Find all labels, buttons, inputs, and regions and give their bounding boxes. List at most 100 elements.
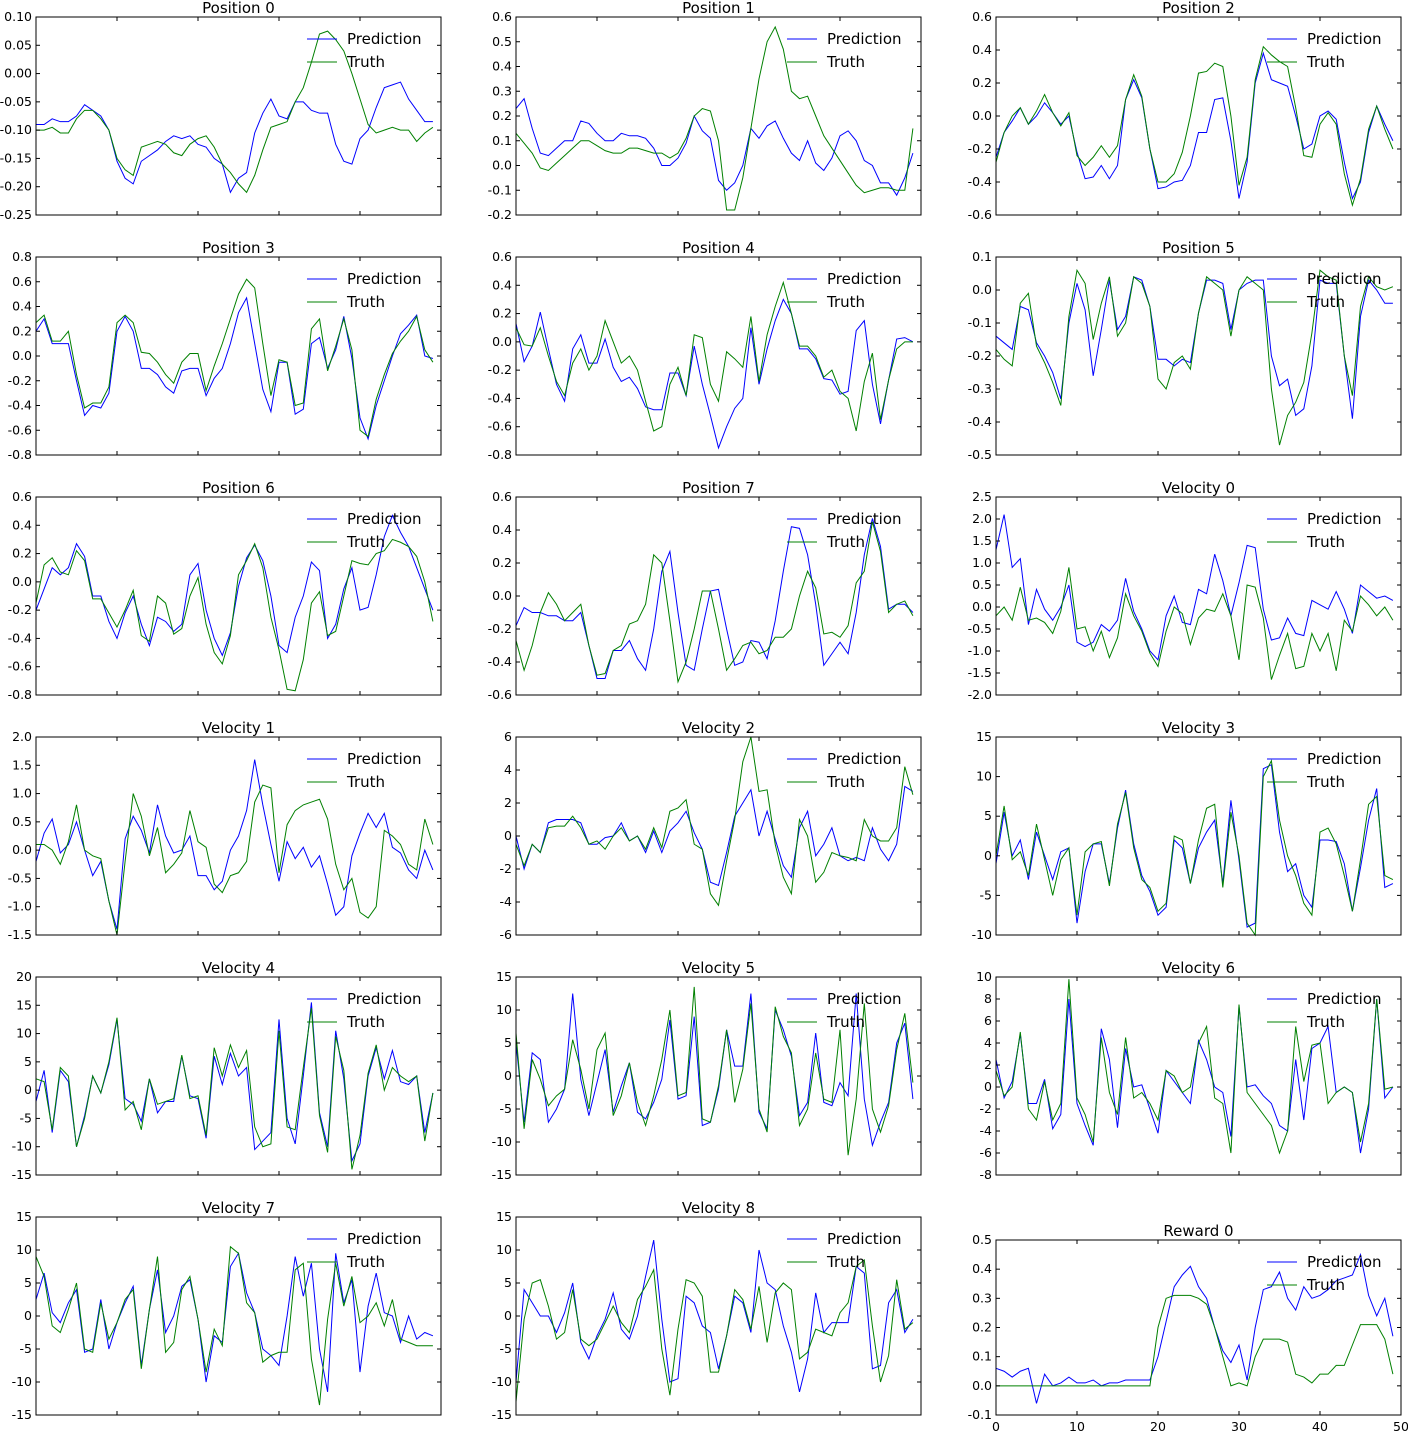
y-tick-label: 4 [504, 762, 512, 777]
y-tick-label: 0.6 [972, 9, 992, 24]
legend: Prediction Truth [1267, 30, 1382, 71]
legend-label: Truth [1306, 53, 1345, 71]
y-tick-label: 15 [16, 1209, 32, 1224]
legend-label: Truth [346, 773, 385, 791]
subplot-velocity-2: Velocity 2 -6 -4 -2 0 2 4 6 Prediction Truth [500, 719, 922, 942]
legend-label: Prediction [1307, 510, 1382, 528]
y-tick-label: 0.5 [492, 34, 512, 49]
legend-label: Truth [346, 1253, 385, 1271]
subplot-velocity-6: Velocity 6 -8 -6 -4 -2 0 2 4 6 8 10 Prediction Truth [976, 959, 1402, 1182]
subplot-title: Velocity 6 [1162, 959, 1235, 977]
y-tick-label: -0.2 [8, 602, 32, 617]
y-tick-label: 20 [16, 969, 32, 984]
y-tick-label: 1.0 [12, 786, 32, 801]
y-tick-label: 0 [504, 1308, 512, 1323]
legend: Prediction Truth [787, 270, 902, 311]
y-tick-label: -6 [980, 1145, 993, 1160]
series-line-prediction [995, 1252, 1394, 1404]
y-tick-label: -10 [492, 1134, 512, 1149]
legend: Prediction Truth [787, 990, 902, 1031]
y-tick-label: -5 [20, 1110, 32, 1125]
y-tick-label: 15 [976, 729, 992, 744]
y-tick-label: -0.3 [968, 381, 992, 396]
y-tick-label: -0.25 [0, 207, 32, 222]
y-tick-label: -0.8 [8, 687, 32, 702]
plot-frame [995, 736, 1402, 936]
y-tick-label: -6 [500, 927, 513, 942]
legend: Prediction Truth [1267, 510, 1382, 551]
subplot-title: Velocity 7 [202, 1199, 275, 1217]
y-tick-label: -0.4 [968, 414, 992, 429]
y-tick-label: 15 [496, 969, 512, 984]
subplot-position-4: Position 4 -0.8 -0.6 -0.4 -0.2 0.0 0.2 0.4 0.6 Pr… [488, 239, 922, 462]
y-tick-label: 0.05 [4, 37, 32, 52]
series-line-prediction [515, 785, 914, 887]
subplot-reward-0: Reward 0 -0.1 0.0 0.1 0.2 0.3 0.4 0.5 0 10 20 30 40 5… [968, 1222, 1408, 1432]
y-tick-label: -5 [20, 1341, 32, 1356]
y-tick-label: 15 [16, 997, 32, 1012]
y-tick-label: 0.4 [492, 522, 512, 537]
y-tick-label: 10 [16, 1242, 32, 1257]
y-tick-label: 0.2 [492, 306, 512, 321]
y-tick-label: -0.4 [488, 390, 512, 405]
subplot-velocity-8: Velocity 8 -15 -10 -5 0 5 10 15 Prediction Truth [492, 1199, 922, 1422]
legend-label: Truth [1306, 1013, 1345, 1031]
subplot-title: Position 5 [1162, 239, 1235, 257]
y-tick-label: -10 [12, 1374, 32, 1389]
series-line-prediction [995, 998, 1394, 1154]
y-tick-label: 1.0 [972, 555, 992, 570]
y-tick-label: 0 [504, 1068, 512, 1083]
y-tick-label: 0.2 [12, 546, 32, 561]
legend-label: Prediction [347, 990, 422, 1008]
subplot-velocity-4: Velocity 4 -15 -10 -5 0 5 10 15 20 Prediction Trut… [12, 959, 442, 1182]
legend: Prediction Truth [787, 30, 902, 71]
legend-label: Truth [1306, 1276, 1345, 1294]
y-tick-label: 10 [496, 1002, 512, 1017]
y-tick-label: 0.4 [972, 1261, 992, 1276]
y-tick-label: -0.2 [488, 207, 512, 222]
subplot-title: Reward 0 [1163, 1222, 1233, 1240]
legend: Prediction Truth [307, 30, 422, 71]
subplot-title: Position 4 [682, 239, 755, 257]
y-tick-label: 0.2 [972, 75, 992, 90]
subplot-title: Velocity 5 [682, 959, 755, 977]
legend: Prediction Truth [1267, 750, 1382, 791]
legend: Prediction Truth [307, 270, 422, 311]
x-tick-label: 10 [1069, 1419, 1085, 1432]
y-tick-label: -15 [492, 1407, 512, 1422]
y-tick-label: 0.1 [492, 133, 512, 148]
y-tick-label: -0.2 [488, 621, 512, 636]
y-tick-label: -0.4 [488, 654, 512, 669]
y-tick-label: -5 [980, 887, 992, 902]
y-tick-label: 0.4 [972, 42, 992, 57]
legend-label: Prediction [1307, 1253, 1382, 1271]
legend-label: Prediction [347, 270, 422, 288]
subplot-velocity-5: Velocity 5 -15 -10 -5 0 5 10 15 Prediction Truth [492, 959, 922, 1182]
y-tick-label: 10 [16, 1026, 32, 1041]
y-tick-label: -10 [492, 1374, 512, 1389]
y-tick-label: 10 [496, 1242, 512, 1257]
series-line-truth [36, 784, 434, 936]
series-line-truth [995, 567, 1394, 680]
subplot-title: Position 3 [202, 239, 275, 257]
x-tick-label: 40 [1312, 1419, 1328, 1432]
y-tick-label: 0.6 [492, 489, 512, 504]
subplot-title: Position 1 [682, 0, 755, 17]
plot-frame [35, 976, 442, 1176]
y-tick-label: -8 [980, 1167, 993, 1182]
plot-frame [35, 736, 442, 936]
legend-label: Prediction [347, 750, 422, 768]
legend-label: Prediction [827, 510, 902, 528]
series-line-truth [35, 538, 434, 692]
y-tick-label: -15 [12, 1407, 32, 1422]
y-tick-label: 8 [984, 991, 992, 1006]
subplot-velocity-3: Velocity 3 -10 -5 0 5 10 15 Prediction Truth [972, 719, 1402, 942]
y-tick-label: 0.0 [12, 348, 32, 363]
y-tick-label: -0.1 [968, 315, 992, 330]
series-line-truth [515, 280, 913, 432]
y-tick-label: 0.0 [12, 842, 32, 857]
y-tick-label: -15 [492, 1167, 512, 1182]
series-line-truth [35, 1245, 433, 1406]
legend: Prediction Truth [307, 990, 422, 1031]
y-tick-label: 0.8 [12, 249, 32, 264]
